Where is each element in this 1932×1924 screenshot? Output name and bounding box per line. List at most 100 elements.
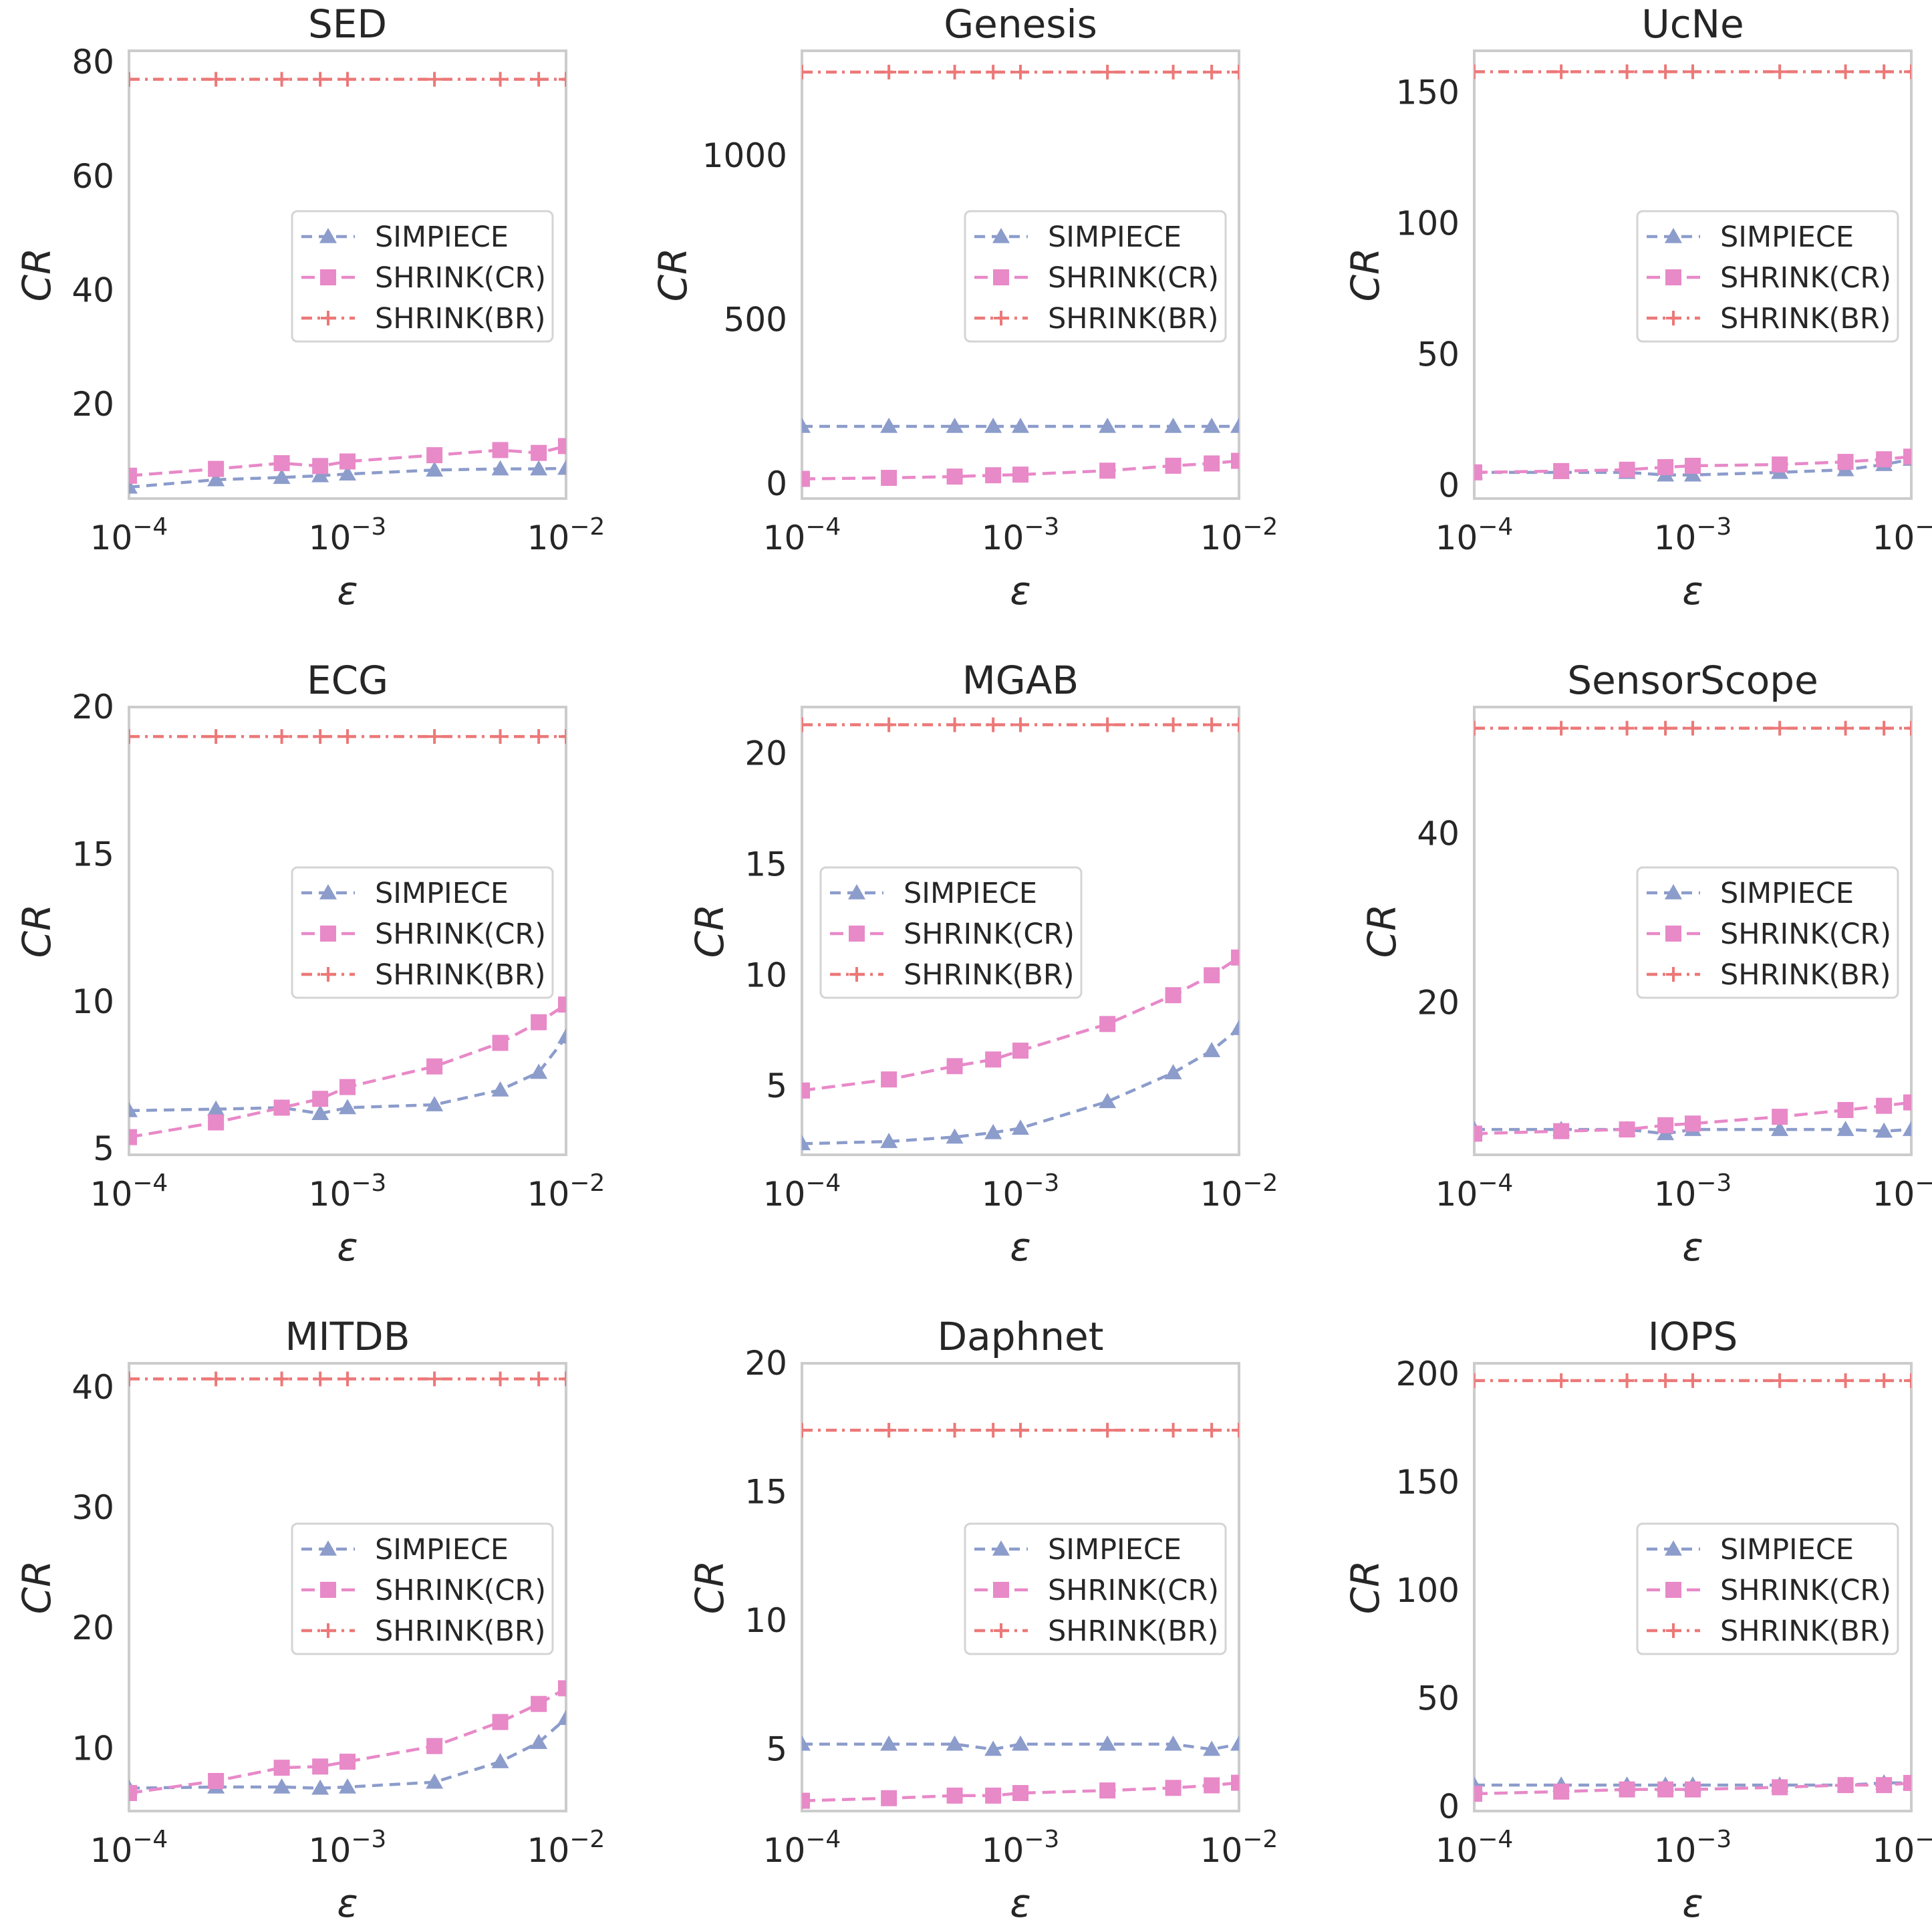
subplot-title: Genesis <box>944 1 1097 47</box>
plot-area <box>129 729 566 1145</box>
legend-marker-simpiece <box>319 228 337 243</box>
x-axis-label: ε <box>337 1881 358 1924</box>
data-point-shrink-br <box>1772 1373 1788 1388</box>
data-point-shrink-br <box>881 1423 897 1438</box>
legend-label: SHRINK(BR) <box>1048 1615 1218 1648</box>
data-point-shrink-br <box>1772 720 1788 736</box>
x-tick-label: 10−2 <box>1873 1826 1932 1870</box>
subplot-title: SensorScope <box>1567 658 1818 703</box>
series-line-shrink-cr <box>802 459 1239 480</box>
data-point-simpiece <box>339 465 356 481</box>
data-point-shrink-cr <box>881 1071 898 1088</box>
legend: SIMPIECE SHRINK(CR) SHRINK(BR) <box>964 1522 1227 1655</box>
data-point-shrink-cr <box>1165 457 1182 474</box>
data-point-simpiece <box>984 1123 1002 1139</box>
data-point-shrink-cr <box>273 1099 290 1116</box>
legend: SIMPIECE SHRINK(CR) SHRINK(BR) <box>819 866 1083 999</box>
data-point-shrink-br <box>1474 1373 1482 1388</box>
legend-label: SHRINK(BR) <box>375 302 545 335</box>
data-point-shrink-cr <box>1099 1782 1116 1799</box>
data-point-shrink-cr <box>802 470 810 487</box>
legend-label: SIMPIECE <box>1048 1533 1182 1566</box>
data-point-simpiece <box>1164 418 1182 433</box>
y-tick-label: 40 <box>72 1368 114 1407</box>
data-point-shrink-br <box>1772 64 1788 80</box>
data-point-shrink-br <box>986 1423 1001 1438</box>
data-point-shrink-br <box>1877 720 1892 736</box>
data-point-simpiece <box>1836 1121 1854 1136</box>
data-point-shrink-br <box>802 717 809 732</box>
y-tick-label: 5 <box>93 1129 114 1168</box>
data-point-shrink-br <box>427 1371 442 1387</box>
y-tick-label: 30 <box>72 1488 114 1527</box>
legend-marker-shrink-cr <box>993 1582 1009 1598</box>
x-tick-label: 10−2 <box>527 513 605 557</box>
data-point-shrink-br <box>1100 64 1115 80</box>
data-point-shrink-br <box>802 64 809 80</box>
y-tick-label: 10 <box>72 982 114 1021</box>
data-point-shrink-cr <box>1657 458 1674 475</box>
data-point-shrink-br <box>947 1423 962 1438</box>
x-tick-label: 10−2 <box>1200 1170 1278 1214</box>
legend-label: SHRINK(BR) <box>1720 958 1891 992</box>
legend-label: SHRINK(BR) <box>904 958 1074 992</box>
subplot-title: IOPS <box>1648 1314 1738 1359</box>
legend-marker-shrink-br <box>994 1623 1008 1638</box>
data-point-shrink-cr <box>339 453 356 470</box>
data-point-shrink-br <box>1685 1373 1700 1388</box>
data-point-simpiece <box>1684 466 1701 482</box>
data-point-shrink-cr <box>1619 1121 1635 1138</box>
x-tick-label: 10−3 <box>309 1826 387 1870</box>
data-point-shrink-br <box>1013 64 1028 80</box>
y-axis-label: CR <box>650 248 696 302</box>
data-point-shrink-br <box>1658 64 1673 80</box>
legend-box <box>1636 866 1899 999</box>
y-tick-label: 150 <box>1396 74 1460 112</box>
legend-marker-shrink-cr <box>1665 926 1681 942</box>
data-point-shrink-br <box>1232 717 1239 732</box>
legend-marker-shrink-cr <box>320 269 336 285</box>
x-tick-label: 10−2 <box>1873 513 1932 557</box>
legend-marker-shrink-cr <box>320 1582 336 1598</box>
y-tick-label: 5 <box>766 1730 787 1769</box>
data-point-shrink-cr <box>1165 1780 1182 1796</box>
data-point-shrink-cr <box>1903 448 1911 465</box>
data-point-shrink-br <box>1013 717 1028 732</box>
data-point-shrink-br <box>209 72 224 87</box>
legend-box <box>964 1522 1227 1655</box>
subplot-genesis: Genesis 0 500 1000 10−4 10−3 10−2 ε CR SIMPIECE SH… <box>650 1 1278 613</box>
y-tick-label: 1000 <box>702 136 787 175</box>
data-point-shrink-cr <box>208 460 225 477</box>
legend-label: SIMPIECE <box>1720 1533 1854 1566</box>
legend-box <box>1636 210 1899 343</box>
data-point-shrink-cr <box>1099 1016 1116 1033</box>
series-line-simpiece <box>802 1742 1239 1751</box>
data-point-shrink-br <box>1904 64 1911 80</box>
subplot-daphnet: Daphnet 5 10 15 20 10−4 10−3 10−2 ε CR SIMPIECE SHR… <box>687 1314 1278 1924</box>
data-point-simpiece <box>1012 1735 1029 1751</box>
legend-box <box>291 866 554 999</box>
data-point-simpiece <box>273 1778 291 1794</box>
legend-marker-shrink-cr <box>1665 1582 1681 1598</box>
y-tick-label: 150 <box>1396 1463 1460 1502</box>
data-point-shrink-cr <box>339 1079 356 1095</box>
data-point-shrink-cr <box>208 1772 225 1789</box>
legend-marker-simpiece <box>848 884 865 900</box>
x-tick-label: 10−4 <box>763 1170 841 1214</box>
y-tick-label: 15 <box>72 835 114 873</box>
subplot-title: UcNe <box>1641 1 1744 47</box>
legend-marker-shrink-br <box>1666 1623 1681 1638</box>
legend-label: SIMPIECE <box>1720 221 1854 254</box>
data-point-simpiece <box>1230 418 1239 433</box>
data-point-shrink-br <box>802 1423 809 1438</box>
data-point-simpiece <box>880 1735 898 1751</box>
data-point-simpiece <box>530 460 548 476</box>
data-point-shrink-br <box>881 717 897 732</box>
data-point-shrink-br <box>274 72 289 87</box>
data-point-simpiece <box>311 1779 329 1795</box>
y-tick-label: 15 <box>744 1473 787 1512</box>
x-tick-label: 10−2 <box>527 1170 605 1214</box>
data-point-shrink-cr <box>1204 1777 1220 1794</box>
x-tick-label: 10−3 <box>1654 513 1732 557</box>
data-point-shrink-br <box>340 1371 355 1387</box>
